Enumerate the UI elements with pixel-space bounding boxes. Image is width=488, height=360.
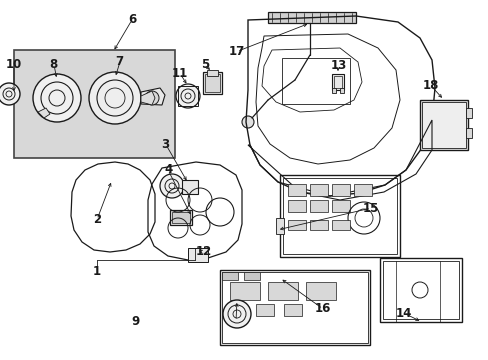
Bar	[382, 261, 458, 319]
Bar	[206, 70, 218, 76]
Circle shape	[223, 300, 250, 328]
Bar	[339, 88, 343, 93]
Text: 9: 9	[132, 315, 140, 328]
Text: 7: 7	[116, 55, 123, 68]
Bar	[222, 272, 238, 280]
Text: 8: 8	[50, 58, 58, 71]
Circle shape	[0, 83, 20, 105]
Bar	[178, 86, 198, 106]
Bar	[267, 282, 297, 300]
Bar	[170, 210, 192, 225]
Text: 2: 2	[93, 213, 101, 226]
Bar	[331, 184, 349, 196]
Bar	[283, 178, 396, 254]
Text: 3: 3	[161, 138, 169, 151]
Bar	[331, 88, 335, 93]
Text: 11: 11	[171, 67, 188, 80]
Bar	[284, 304, 302, 316]
Bar	[227, 304, 245, 316]
Polygon shape	[38, 108, 50, 118]
Text: 16: 16	[314, 302, 330, 315]
Text: 14: 14	[395, 307, 411, 320]
Circle shape	[89, 72, 141, 124]
Text: 1: 1	[93, 265, 101, 278]
Bar	[229, 282, 260, 300]
Bar	[275, 218, 284, 234]
Bar	[419, 100, 467, 150]
Circle shape	[160, 174, 183, 198]
Bar	[280, 175, 399, 257]
Bar	[379, 258, 461, 322]
Text: 17: 17	[228, 45, 244, 58]
Text: 18: 18	[422, 79, 439, 92]
Circle shape	[145, 91, 159, 105]
Bar	[287, 184, 305, 196]
Text: 4: 4	[164, 163, 172, 176]
Polygon shape	[141, 91, 155, 105]
Polygon shape	[141, 88, 164, 105]
Bar	[287, 220, 305, 230]
Bar	[182, 180, 198, 194]
Bar	[244, 272, 260, 280]
Bar	[309, 184, 327, 196]
Text: 12: 12	[195, 246, 211, 258]
Text: 5: 5	[201, 58, 209, 71]
Bar	[331, 220, 349, 230]
Bar	[353, 184, 371, 196]
Circle shape	[242, 116, 253, 128]
Bar	[331, 200, 349, 212]
Bar	[222, 272, 367, 343]
Bar	[172, 212, 190, 223]
Text: 6: 6	[128, 13, 136, 26]
Bar	[187, 248, 207, 262]
Bar	[287, 200, 305, 212]
Bar	[220, 270, 369, 345]
Bar	[465, 108, 471, 118]
Bar	[282, 58, 349, 104]
Text: 10: 10	[5, 58, 22, 71]
Bar	[331, 74, 343, 90]
Circle shape	[33, 74, 81, 122]
Bar	[305, 282, 335, 300]
Bar	[465, 128, 471, 138]
Bar	[309, 200, 327, 212]
Bar	[256, 304, 273, 316]
Circle shape	[176, 84, 200, 108]
Bar	[267, 12, 355, 23]
Bar	[333, 76, 341, 88]
Bar	[204, 74, 220, 92]
Bar	[14, 50, 175, 158]
Bar	[309, 220, 327, 230]
Text: 13: 13	[329, 59, 346, 72]
Bar	[421, 102, 465, 148]
Bar	[203, 72, 222, 94]
Text: 15: 15	[362, 202, 378, 215]
